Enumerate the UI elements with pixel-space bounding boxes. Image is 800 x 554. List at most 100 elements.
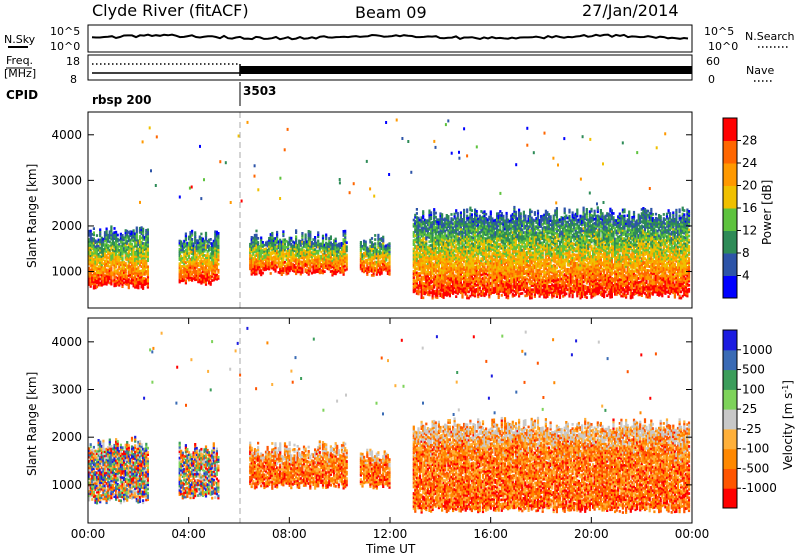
power-cell bbox=[107, 279, 110, 282]
power-cell bbox=[513, 238, 516, 242]
power-cell bbox=[272, 237, 275, 240]
power-cell bbox=[414, 271, 417, 274]
power-cell bbox=[279, 255, 282, 258]
power-cell bbox=[422, 255, 425, 258]
power-cell bbox=[489, 284, 492, 287]
power-cell bbox=[197, 255, 200, 259]
power-cell bbox=[91, 274, 94, 277]
power-cell bbox=[508, 289, 511, 293]
power-cell bbox=[135, 240, 138, 244]
power-cell bbox=[485, 225, 488, 228]
power-cell bbox=[464, 270, 467, 273]
power-cell bbox=[496, 230, 499, 234]
power-cell bbox=[374, 260, 377, 264]
power-cell bbox=[97, 238, 100, 242]
power-cell bbox=[417, 245, 420, 249]
power-cell bbox=[491, 225, 494, 229]
power-cell bbox=[299, 262, 302, 266]
power-cell bbox=[183, 241, 186, 245]
power-cell bbox=[458, 222, 461, 226]
power-cell bbox=[510, 282, 513, 285]
power-cell bbox=[463, 227, 466, 230]
power-cell bbox=[467, 251, 470, 255]
power-cell bbox=[430, 217, 433, 221]
power-cell bbox=[143, 266, 146, 270]
power-cell bbox=[363, 268, 366, 272]
power-cell bbox=[485, 276, 488, 280]
power-cell bbox=[261, 245, 264, 248]
power-cell bbox=[293, 255, 296, 259]
power-cell bbox=[510, 222, 513, 226]
power-cell bbox=[135, 230, 138, 234]
power-cell bbox=[94, 282, 97, 286]
power-cell bbox=[304, 249, 307, 253]
power-cell bbox=[258, 271, 261, 275]
power-cell bbox=[132, 231, 135, 235]
power-cell bbox=[470, 242, 473, 245]
power-cell bbox=[187, 274, 191, 278]
power-cell bbox=[428, 250, 431, 254]
power-cell bbox=[463, 282, 466, 286]
power-cell bbox=[323, 270, 326, 273]
power-cell bbox=[423, 228, 426, 232]
power-cell bbox=[206, 244, 209, 247]
power-cell bbox=[514, 278, 518, 282]
power-cell bbox=[261, 267, 264, 271]
power-cell bbox=[485, 255, 488, 259]
power-cell bbox=[310, 245, 313, 248]
power-cell bbox=[434, 238, 437, 242]
power-cell bbox=[198, 254, 201, 257]
power-cell bbox=[192, 252, 195, 256]
power-cell bbox=[510, 272, 513, 275]
power-cell bbox=[200, 253, 203, 256]
power-cell bbox=[102, 276, 105, 280]
power-cell bbox=[441, 272, 444, 276]
power-cell bbox=[481, 234, 485, 237]
power-cell bbox=[428, 273, 431, 276]
power-cell bbox=[97, 259, 100, 262]
power-cell bbox=[463, 210, 466, 214]
power-cell bbox=[331, 265, 334, 269]
power-cell bbox=[364, 254, 367, 258]
power-cell bbox=[380, 265, 383, 269]
power-cell bbox=[334, 260, 337, 263]
power-cell bbox=[135, 232, 138, 236]
power-cell bbox=[441, 229, 444, 233]
power-cell bbox=[455, 270, 458, 274]
power-cell bbox=[420, 240, 423, 244]
power-cell bbox=[414, 256, 417, 260]
power-cell bbox=[418, 239, 422, 242]
power-cell bbox=[115, 271, 118, 275]
power-cell bbox=[299, 250, 302, 253]
power-cell bbox=[474, 237, 477, 240]
power-cell bbox=[461, 244, 464, 248]
power-cell bbox=[287, 251, 290, 255]
power-cell bbox=[437, 284, 440, 287]
power-cell bbox=[200, 261, 203, 265]
power-cell bbox=[304, 241, 307, 245]
power-cell bbox=[469, 255, 472, 259]
power-cell bbox=[201, 256, 204, 259]
power-cell bbox=[477, 234, 480, 237]
power-cell bbox=[135, 269, 138, 273]
power-cell bbox=[143, 236, 146, 239]
power-cell bbox=[463, 274, 466, 278]
power-cell bbox=[508, 275, 511, 278]
power-cell bbox=[180, 254, 183, 258]
power-cell bbox=[260, 236, 263, 240]
power-cell bbox=[277, 254, 280, 258]
power-cell bbox=[274, 239, 277, 242]
power-cell bbox=[500, 218, 503, 221]
power-cell bbox=[445, 234, 448, 238]
power-cell bbox=[415, 257, 418, 260]
power-cell bbox=[444, 289, 447, 292]
power-cell bbox=[261, 265, 264, 269]
power-cell bbox=[108, 275, 111, 279]
power-cell bbox=[204, 279, 208, 282]
power-cell bbox=[317, 239, 320, 243]
power-cell bbox=[480, 222, 483, 226]
power-cell bbox=[464, 241, 467, 245]
power-cell bbox=[508, 258, 511, 262]
power-cell bbox=[475, 279, 478, 283]
power-cell bbox=[100, 257, 103, 260]
